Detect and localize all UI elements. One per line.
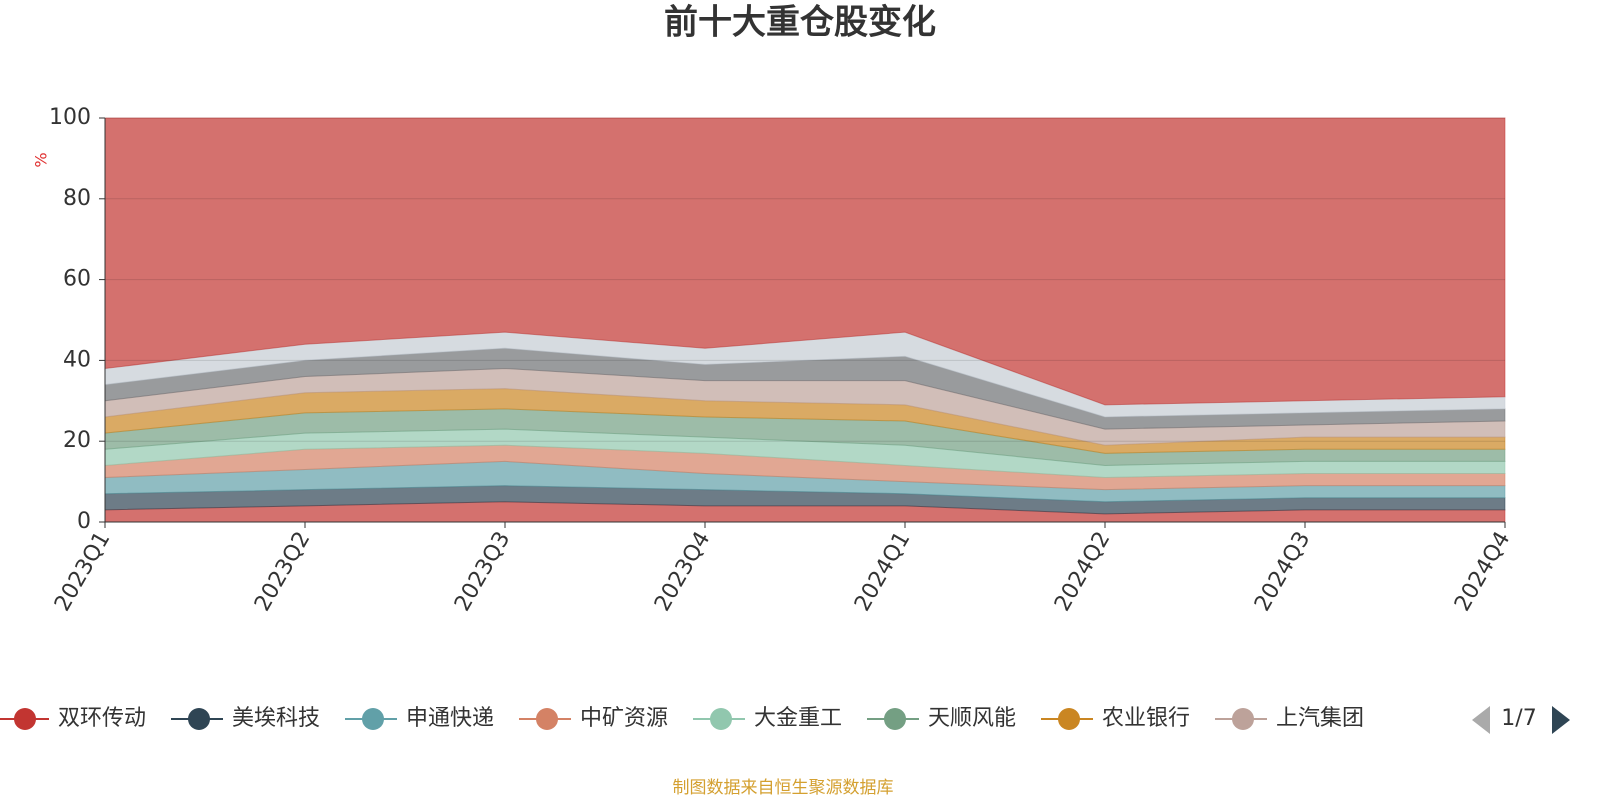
y-axis-label: % <box>32 152 51 167</box>
x-tick-label: 2023Q1 <box>50 528 115 616</box>
legend-icon <box>710 708 732 730</box>
source-note: 制图数据来自恒生聚源数据库 <box>673 778 894 798</box>
legend-page: 1/7 <box>1501 706 1536 731</box>
legend-icon <box>1232 708 1254 730</box>
legend-icon <box>536 708 558 730</box>
legend-label: 申通快递 <box>406 706 494 731</box>
legend-label: 天顺风能 <box>928 706 1016 731</box>
y-tick-label: 80 <box>63 186 91 211</box>
legend-icon <box>14 708 36 730</box>
y-tick-label: 100 <box>49 105 91 130</box>
legend-prev[interactable] <box>1472 706 1490 734</box>
y-tick-label: 20 <box>63 428 91 453</box>
legend-next[interactable] <box>1552 706 1570 734</box>
legend: 双环传动 美埃科技 申通快递 中矿资源 大金重工 天顺风能 农业银行 上汽集团 <box>0 706 1364 731</box>
legend-icon <box>188 708 210 730</box>
x-tick-label: 2024Q2 <box>1050 528 1115 616</box>
legend-label: 中矿资源 <box>580 706 668 731</box>
legend-label: 上汽集团 <box>1276 706 1364 731</box>
y-tick-label: 40 <box>63 347 91 372</box>
x-tick-label: 2023Q4 <box>650 528 715 616</box>
areas <box>104 117 1506 523</box>
x-tick-label: 2024Q3 <box>1250 528 1315 616</box>
legend-icon <box>884 708 906 730</box>
legend-label: 大金重工 <box>754 706 842 731</box>
legend-label: 美埃科技 <box>232 706 320 731</box>
x-tick-label: 2024Q1 <box>850 528 915 616</box>
y-tick-label: 0 <box>77 509 91 534</box>
area <box>104 117 1506 406</box>
legend-label: 双环传动 <box>58 706 146 731</box>
legend-icon <box>362 708 384 730</box>
legend-label: 农业银行 <box>1102 706 1190 731</box>
x-tick-label: 2024Q4 <box>1450 528 1515 616</box>
x-tick-label: 2023Q3 <box>450 528 515 616</box>
y-tick-label: 60 <box>63 267 91 292</box>
chart-title: 前十大重仓股变化 <box>664 3 936 43</box>
x-tick-label: 2023Q2 <box>250 528 315 616</box>
legend-icon <box>1058 708 1080 730</box>
